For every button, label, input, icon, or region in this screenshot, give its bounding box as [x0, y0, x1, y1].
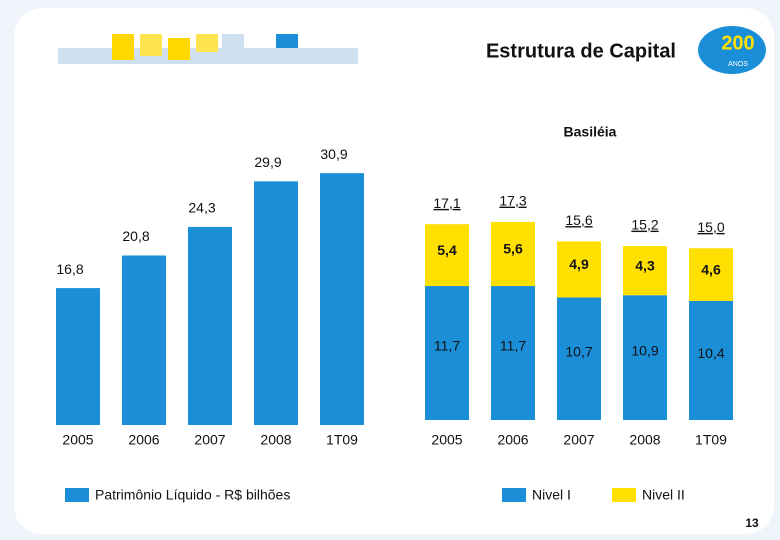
bar-segment — [557, 297, 601, 420]
bar-segment — [689, 248, 733, 301]
x-tick-label: 1T09 — [326, 432, 358, 448]
logo: 200 ANOS — [698, 26, 766, 74]
total-label: 17,3 — [499, 193, 526, 209]
bar-segment — [425, 224, 469, 287]
value-label: 29,9 — [254, 154, 281, 170]
value-label: 4,9 — [569, 256, 589, 272]
logo-subtext: ANOS — [728, 61, 748, 68]
bar-segment — [623, 295, 667, 420]
legend-swatch — [65, 488, 89, 502]
value-label: 10,7 — [565, 343, 592, 359]
legend-label: Nivel II — [642, 487, 685, 503]
value-label: 16,8 — [56, 261, 83, 277]
x-tick-label: 2006 — [128, 432, 159, 448]
x-tick-label: 1T09 — [695, 432, 727, 448]
x-tick-label: 2008 — [629, 432, 660, 448]
value-label: 24,3 — [188, 200, 215, 216]
total-label: 17,1 — [433, 195, 460, 211]
value-label: 11,7 — [434, 338, 460, 354]
value-label: 30,9 — [320, 146, 347, 162]
legend-swatch — [502, 488, 526, 502]
chart-title: Basiléia — [564, 124, 617, 140]
value-label: 10,4 — [697, 345, 724, 361]
x-tick-label: 2007 — [194, 432, 225, 448]
value-label: 11,7 — [500, 338, 526, 354]
value-label: 4,6 — [701, 261, 721, 277]
legend-label: Patrimônio Líquido - R$ bilhões — [95, 487, 290, 503]
x-tick-label: 2008 — [260, 432, 291, 448]
x-tick-label: 2006 — [497, 432, 528, 448]
total-label: 15,2 — [631, 217, 658, 233]
page-number: 13 — [745, 516, 759, 530]
bar-segment — [491, 286, 535, 420]
bar — [320, 173, 364, 425]
bar — [56, 288, 100, 425]
bar-segment — [689, 300, 733, 420]
slide-title: Estrutura de Capital — [486, 40, 676, 62]
legend-label: Nivel I — [532, 487, 571, 503]
x-tick-label: 2005 — [431, 432, 462, 448]
legend-swatch — [612, 488, 636, 502]
total-label: 15,6 — [565, 212, 592, 228]
bar — [122, 255, 166, 425]
value-label: 5,4 — [437, 242, 457, 258]
bar-segment — [557, 241, 601, 298]
bar — [254, 181, 298, 425]
x-tick-label: 2007 — [563, 432, 594, 448]
bar-segment — [623, 245, 667, 296]
header-decoration — [58, 34, 358, 64]
bar-segment — [491, 221, 535, 287]
logo-text: 200 — [721, 32, 754, 54]
value-label: 4,3 — [635, 257, 655, 273]
value-label: 10,9 — [631, 342, 658, 358]
total-label: 15,0 — [697, 219, 724, 235]
value-label: 5,6 — [503, 241, 523, 257]
value-label: 20,8 — [122, 228, 149, 244]
x-tick-label: 2005 — [62, 432, 93, 448]
bar-segment — [425, 286, 469, 420]
bar — [188, 226, 232, 425]
